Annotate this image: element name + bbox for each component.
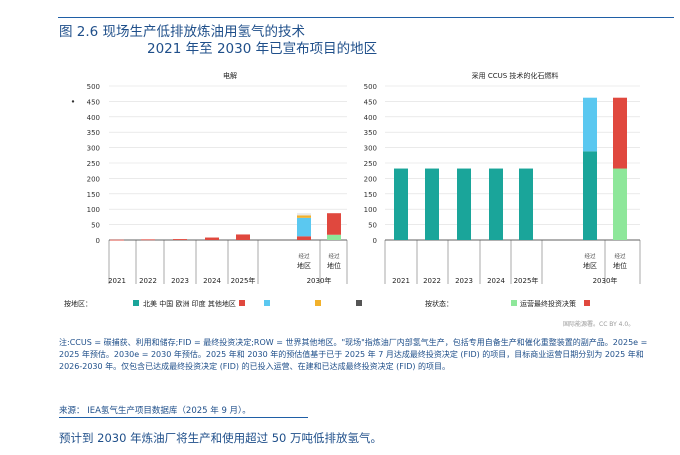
legend-swatch: [264, 300, 270, 306]
source-underline: [59, 417, 308, 418]
y-tick-label: 500: [87, 83, 100, 91]
axis-bullet: [71, 100, 75, 103]
y-tick-label: 450: [364, 98, 377, 106]
summary-text: 预计到 2030 年炼油厂将生产和使用超过 50 万吨低排放氢气。: [59, 431, 383, 445]
legend-swatch: [584, 300, 590, 306]
bar-segment: [297, 215, 311, 218]
y-tick-label: 200: [364, 175, 377, 183]
legend-swatch: [239, 300, 245, 306]
bar-segment: [297, 213, 311, 216]
chart-title: 电解: [223, 71, 237, 80]
bar-segment: [613, 168, 627, 240]
bar-segment: [327, 234, 341, 240]
source-link[interactable]: IEA氢气生产项目数据库（2025 年 9 月）。: [87, 406, 251, 416]
y-tick-label: 0: [373, 237, 377, 245]
source-label: 来源：: [59, 406, 85, 416]
x-sub-label: 经过: [614, 252, 626, 260]
x-group-label: 2030年: [593, 276, 618, 285]
x-tick-label: 2025年: [514, 276, 539, 285]
x-tick-label: 2023: [455, 277, 473, 285]
bar-segment: [173, 239, 187, 240]
y-tick-label: 350: [364, 129, 377, 137]
x-tick-label: 地区: [583, 261, 597, 270]
x-tick-label: 2021: [392, 277, 410, 285]
y-tick-label: 400: [87, 114, 100, 122]
bar-segment: [297, 236, 311, 240]
x-tick-label: 2022: [139, 277, 157, 285]
y-tick-label: 150: [87, 191, 100, 199]
legend-swatch: [133, 300, 139, 306]
legend-swatch: [356, 300, 362, 306]
bar-segment: [613, 97, 627, 169]
x-sub-label: 经过: [584, 252, 596, 260]
y-tick-label: 150: [364, 191, 377, 199]
y-tick-label: 400: [364, 114, 377, 122]
source-line: 来源： IEA氢气生产项目数据库（2025 年 9 月）。: [59, 404, 251, 416]
y-tick-label: 100: [364, 206, 377, 214]
y-tick-label: 50: [91, 222, 100, 230]
y-tick-label: 50: [368, 222, 377, 230]
x-group-label: 2030年: [307, 276, 332, 285]
bar-segment: [425, 168, 439, 240]
x-tick-label: 地区: [297, 261, 311, 270]
y-tick-label: 300: [364, 145, 377, 153]
y-tick-label: 250: [87, 160, 100, 168]
legend-swatch: [511, 300, 517, 306]
x-tick-label: 2023: [171, 277, 189, 285]
title-line-1: 图 2.6 现场生产低排放炼油用氢气的技术: [59, 24, 306, 40]
y-tick-label: 100: [87, 206, 100, 214]
legend-label: 按状态：: [425, 299, 453, 308]
legend-text: 运营最终投资决策: [520, 299, 576, 308]
title-rule: [58, 17, 674, 18]
bar-segment: [519, 168, 533, 240]
x-tick-label: 2024: [203, 277, 221, 285]
x-tick-label: 2022: [423, 277, 441, 285]
x-tick-label: 2021: [108, 277, 126, 285]
bar-segment: [327, 213, 341, 235]
bar-segment: [110, 239, 124, 241]
bar-segment: [583, 151, 597, 240]
y-tick-label: 300: [87, 145, 100, 153]
y-tick-label: 350: [87, 129, 100, 137]
bar-segment: [583, 97, 597, 152]
x-tick-label: 地位: [613, 261, 627, 270]
legend-text: 北美 中国 欧洲 印度 其他地区: [143, 299, 236, 308]
title-line-2: 2021 年至 2030 年已宣布项目的地区: [147, 41, 378, 57]
bar-segment: [297, 217, 311, 237]
bar-segment: [236, 234, 250, 240]
bar-segment: [141, 239, 155, 241]
x-tick-label: 2024: [487, 277, 505, 285]
x-tick-label: 2025年: [231, 276, 256, 285]
bar-segment: [457, 168, 471, 240]
bar-segment: [394, 168, 408, 240]
x-sub-label: 经过: [328, 252, 340, 260]
bar-segment: [205, 237, 219, 240]
y-tick-label: 0: [96, 237, 100, 245]
y-tick-label: 450: [87, 98, 100, 106]
credit-text: 国际能源署。CC BY 4.0。: [563, 321, 635, 328]
chart-title: 采用 CCUS 技术的化石燃料: [472, 71, 559, 80]
y-tick-label: 200: [87, 175, 100, 183]
bar-segment: [489, 168, 503, 240]
y-tick-label: 500: [364, 83, 377, 91]
footnote: 注:CCUS = 碳捕获、利用和储存;FID = 最终投资决定;ROW = 世界…: [59, 338, 648, 371]
x-tick-label: 地位: [327, 261, 341, 270]
figure-title: 图 2.6 现场生产低排放炼油用氢气的技术 2021 年至 2030 年已宣布项…: [59, 24, 377, 58]
x-sub-label: 经过: [298, 252, 310, 260]
legend-swatch: [315, 300, 321, 306]
y-tick-label: 250: [364, 160, 377, 168]
legend-label: 按地区：: [64, 299, 92, 308]
